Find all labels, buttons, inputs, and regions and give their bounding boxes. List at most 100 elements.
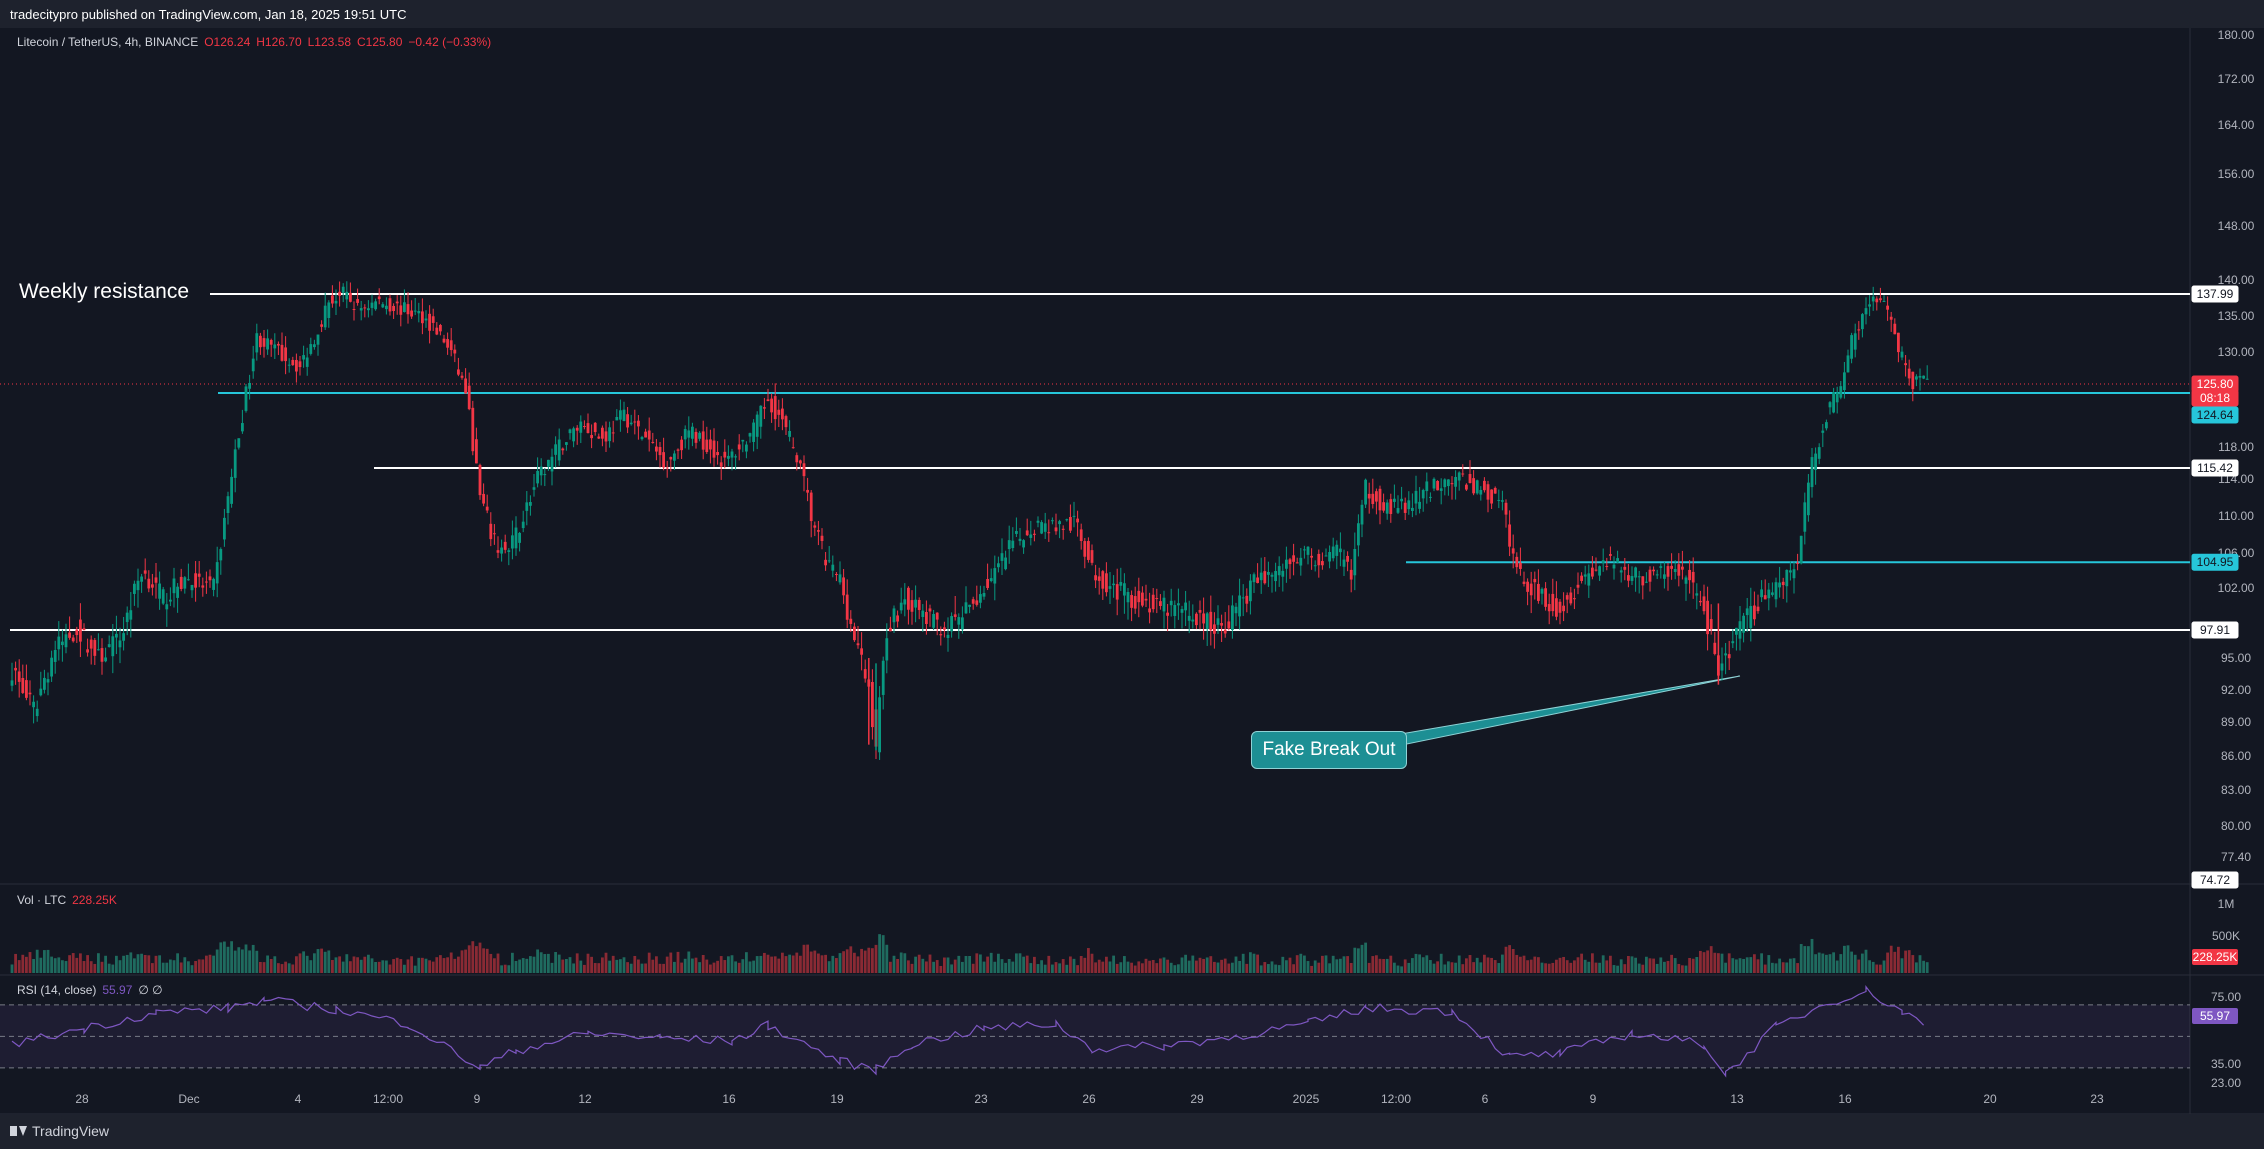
candle-body: [190, 585, 194, 591]
candle: [658, 442, 662, 468]
candle: [64, 623, 68, 654]
volume-bar: [1321, 955, 1324, 973]
time-tick-label: 16: [1838, 1092, 1852, 1106]
candle-body: [1141, 592, 1144, 606]
volume-bar: [237, 947, 241, 973]
candle: [1238, 578, 1241, 630]
candle-body: [460, 375, 464, 378]
candle: [464, 368, 467, 394]
volume-bar: [46, 949, 50, 973]
candle: [1753, 591, 1756, 626]
candle-body: [835, 573, 838, 575]
candle-body: [939, 634, 943, 636]
candle-body: [1468, 474, 1472, 483]
volume-bar: [806, 944, 809, 973]
volume-bar: [1033, 956, 1036, 973]
price-tick-label: 118.00: [2218, 440, 2254, 454]
volume-bar: [748, 961, 752, 973]
candle-body: [305, 357, 309, 367]
candle-body: [892, 608, 896, 623]
candle: [392, 303, 395, 319]
candle-body: [1641, 576, 1645, 586]
candle: [1645, 572, 1648, 584]
volume-bar: [1565, 960, 1569, 973]
candle-body: [561, 448, 565, 451]
candle-body: [1483, 480, 1486, 491]
volume-bar: [1450, 962, 1454, 973]
volume-bar: [741, 959, 745, 973]
volume-bar: [1202, 958, 1205, 973]
candle: [1079, 523, 1083, 550]
candle: [1069, 504, 1072, 533]
candle-body: [503, 541, 507, 550]
candle: [1918, 368, 1922, 391]
volume-bar: [1177, 964, 1180, 973]
candle: [1047, 519, 1051, 542]
candle-body: [928, 608, 932, 612]
candle: [1335, 540, 1339, 570]
volume-bar: [665, 956, 669, 973]
candle: [1349, 559, 1353, 593]
volume-bar: [334, 957, 338, 973]
symbol-legend: Litecoin / TetherUS, 4h, BINANCE O126.24…: [17, 35, 491, 49]
volume-bar: [1493, 960, 1497, 973]
candle: [532, 473, 536, 497]
candle: [514, 516, 518, 556]
price-label-box: [2191, 389, 2239, 407]
candle: [284, 336, 287, 375]
candle: [43, 669, 46, 694]
volume-bar: [75, 957, 79, 973]
volume-bar: [1537, 957, 1540, 973]
candle-body: [1598, 566, 1601, 576]
candle: [107, 635, 111, 648]
candle: [1353, 532, 1357, 591]
candle-body: [1771, 592, 1774, 595]
volume-bar: [1749, 957, 1753, 973]
price-tick-label: 156.00: [2218, 167, 2255, 181]
candle: [1227, 605, 1231, 631]
candle-body: [313, 344, 316, 348]
volume-bar: [428, 960, 431, 973]
candle: [1709, 604, 1713, 635]
candle: [471, 400, 475, 456]
volume-bar: [1421, 957, 1425, 973]
candle: [554, 436, 557, 468]
candle-body: [183, 577, 187, 589]
volume-bar: [1205, 957, 1209, 973]
candle-body: [1191, 619, 1195, 622]
candle: [1828, 400, 1832, 415]
fake-breakout-callout[interactable]: Fake Break Out: [1251, 731, 1407, 769]
volume-bar: [302, 951, 305, 973]
candle: [435, 322, 439, 336]
candle: [1843, 362, 1846, 399]
candle: [910, 590, 914, 625]
volume-bar: [53, 958, 57, 973]
candle-body: [831, 564, 835, 571]
volume-bar: [71, 953, 75, 973]
volume-bar: [979, 954, 982, 973]
volume-bar: [111, 964, 115, 973]
volume-bar: [1137, 961, 1141, 973]
candle: [489, 512, 493, 547]
candle-body: [50, 657, 53, 677]
candle-body: [755, 414, 759, 437]
volume-bar: [1407, 962, 1411, 973]
candle: [597, 433, 601, 440]
volume-bar: [953, 959, 957, 973]
candle: [14, 661, 17, 685]
candle: [413, 297, 417, 316]
volume-bar: [1090, 953, 1094, 973]
volume-bar: [511, 952, 514, 973]
tradingview-logo-icon: [10, 1126, 27, 1136]
candle-body: [1738, 621, 1742, 639]
candle-body: [572, 428, 575, 442]
candle: [633, 409, 637, 435]
candle: [1011, 527, 1015, 552]
candle-body: [1083, 541, 1087, 557]
candle-body: [730, 451, 734, 458]
candle: [1857, 321, 1861, 340]
volume-bar: [993, 961, 997, 973]
volume-bar: [1472, 962, 1475, 973]
volume-bar: [388, 964, 392, 973]
